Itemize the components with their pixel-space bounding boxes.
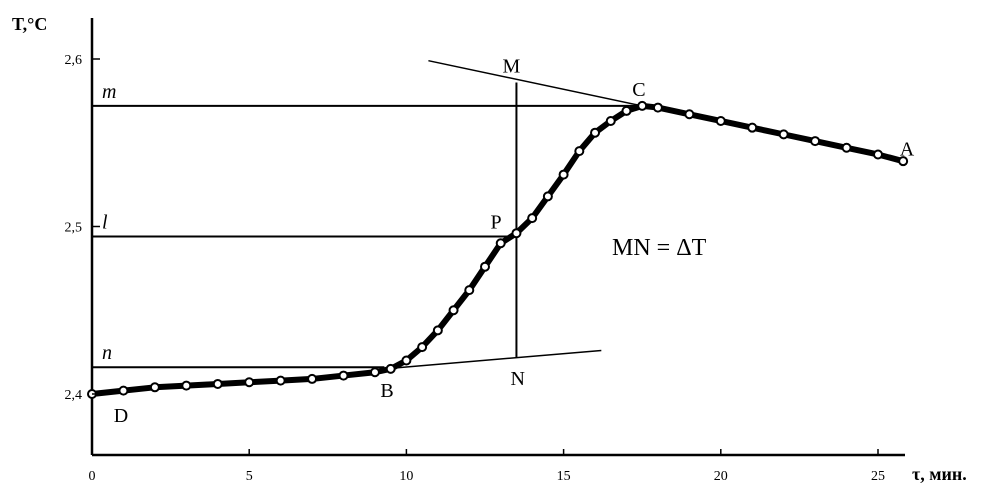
data-point xyxy=(118,385,129,396)
data-point xyxy=(385,363,396,374)
x-tick-label: 10 xyxy=(399,469,413,484)
data-point xyxy=(637,100,648,111)
y-ticks: 2,4 2,5 2,6 xyxy=(65,53,100,403)
data-point xyxy=(432,325,443,336)
data-point xyxy=(464,285,475,296)
x-tick-label: 15 xyxy=(557,469,571,484)
data-point xyxy=(369,367,380,378)
data-point xyxy=(495,238,506,249)
point-label-N: N xyxy=(510,368,524,390)
data-point xyxy=(558,169,569,180)
x-tick-label: 25 xyxy=(871,469,885,484)
data-point xyxy=(181,380,192,391)
data-point xyxy=(511,228,522,239)
point-label-C: C xyxy=(632,79,645,101)
data-point xyxy=(652,102,663,113)
x-tick-label: 5 xyxy=(246,469,253,484)
data-point xyxy=(715,115,726,126)
point-labels: M C P A N B D xyxy=(114,55,915,427)
data-point xyxy=(605,115,616,126)
data-point xyxy=(480,261,490,272)
point-label-B: B xyxy=(380,380,393,402)
point-label-A: A xyxy=(900,139,915,161)
data-point xyxy=(621,105,632,116)
data-point xyxy=(527,213,538,224)
tangent-lines xyxy=(384,59,643,370)
data-point xyxy=(898,156,909,167)
data-point xyxy=(810,136,821,147)
data-point xyxy=(417,342,428,353)
horizontal-levels: m l n xyxy=(92,81,643,369)
x-tick-label: 20 xyxy=(714,469,728,484)
upper-tangent-line xyxy=(428,59,643,107)
point-label-P: P xyxy=(490,212,501,234)
data-point xyxy=(149,382,160,393)
data-point xyxy=(574,146,585,157)
level-label-l: l xyxy=(102,212,108,234)
level-label-n: n xyxy=(102,342,112,364)
point-label-M: M xyxy=(502,55,520,77)
temperature-series xyxy=(87,100,909,399)
data-point xyxy=(778,129,789,140)
x-ticks: 0 5 10 15 20 25 xyxy=(89,449,885,484)
data-point xyxy=(841,142,852,153)
data-point xyxy=(542,191,553,202)
data-point xyxy=(338,370,349,381)
x-tick-label: 0 xyxy=(89,469,96,484)
y-tick-label: 2,6 xyxy=(65,53,83,68)
x-axis-title: τ, мин. xyxy=(912,464,967,484)
y-tick-label: 2,5 xyxy=(65,221,83,236)
data-point xyxy=(448,305,459,316)
level-label-m: m xyxy=(102,81,116,103)
lower-tangent-line xyxy=(384,349,602,370)
data-point xyxy=(747,122,758,133)
data-point xyxy=(590,127,601,138)
y-axis-title: T,°C xyxy=(12,14,47,34)
data-point xyxy=(684,109,695,120)
data-point xyxy=(307,373,318,384)
data-point xyxy=(873,149,883,160)
data-point xyxy=(275,375,286,386)
delta-t-annotation: MN = ΔT xyxy=(612,235,707,261)
data-point xyxy=(244,377,255,388)
point-label-D: D xyxy=(114,405,128,427)
y-tick-label: 2,4 xyxy=(65,388,83,403)
data-point xyxy=(212,378,223,389)
series-line xyxy=(89,102,907,397)
data-point xyxy=(401,355,412,366)
